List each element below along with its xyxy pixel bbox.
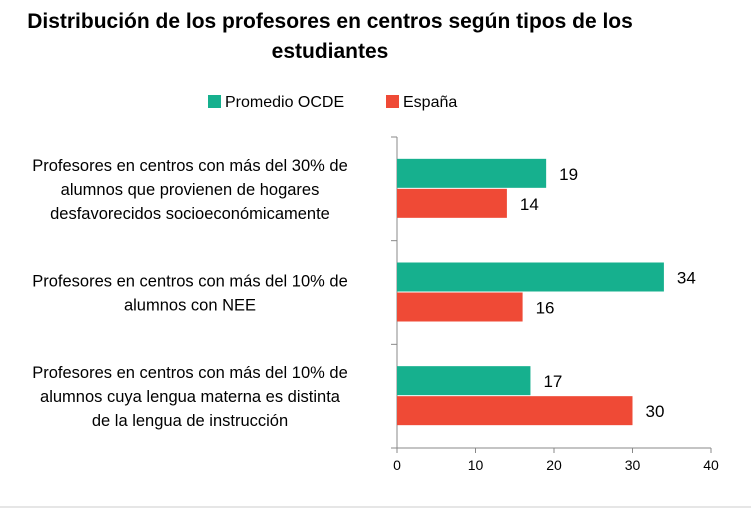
legend-swatch bbox=[386, 95, 399, 108]
category-label: de la lengua de instrucción bbox=[92, 412, 288, 430]
bar-value-label: 19 bbox=[559, 165, 578, 184]
bar bbox=[397, 292, 523, 322]
legend-entry: España bbox=[403, 94, 457, 111]
x-tick-label: 0 bbox=[393, 457, 401, 473]
chart-axes: 0 10 20 30 40 bbox=[0, 136, 751, 508]
category-label: Profesores en centros con más del 10% de bbox=[32, 364, 348, 382]
bar bbox=[397, 366, 531, 396]
category-label: Profesores en centros con más del 30% de bbox=[32, 157, 348, 175]
legend-swatch bbox=[208, 95, 221, 108]
x-tick-label: 10 bbox=[468, 457, 484, 473]
chart-legend: Promedio OCDE España bbox=[208, 94, 457, 111]
x-tick-label: 30 bbox=[625, 457, 641, 473]
x-tick-label: 40 bbox=[703, 457, 719, 473]
bar bbox=[397, 396, 633, 426]
category-label: alumnos cuya lengua materna es distinta bbox=[40, 388, 341, 406]
chart-title-line: estudiantes bbox=[272, 40, 389, 63]
bar-value-label: 34 bbox=[677, 269, 696, 288]
chart-title: Distribución de los profesores en centro… bbox=[27, 10, 633, 63]
bar bbox=[397, 188, 507, 218]
category-label: alumnos que provienen de hogares bbox=[61, 181, 320, 199]
x-tick-label: 20 bbox=[546, 457, 562, 473]
bar-value-label: 14 bbox=[520, 195, 539, 214]
category-label: alumnos con NEE bbox=[124, 297, 256, 315]
chart-title-line: Distribución de los profesores en centro… bbox=[27, 10, 633, 33]
legend-entry: Promedio OCDE bbox=[225, 94, 344, 111]
bar-value-label: 30 bbox=[646, 402, 665, 421]
chart-labels: 19 14 Profesores en centros con más del 30… bbox=[32, 157, 696, 430]
chart-bars bbox=[397, 158, 664, 426]
category-label: desfavorecidos socioeconómicamente bbox=[50, 205, 330, 223]
category-label: Profesores en centros con más del 10% de bbox=[32, 273, 348, 291]
bar bbox=[397, 158, 547, 188]
bar-value-label: 17 bbox=[543, 372, 562, 391]
bar bbox=[397, 262, 664, 292]
bar-value-label: 16 bbox=[536, 299, 555, 318]
